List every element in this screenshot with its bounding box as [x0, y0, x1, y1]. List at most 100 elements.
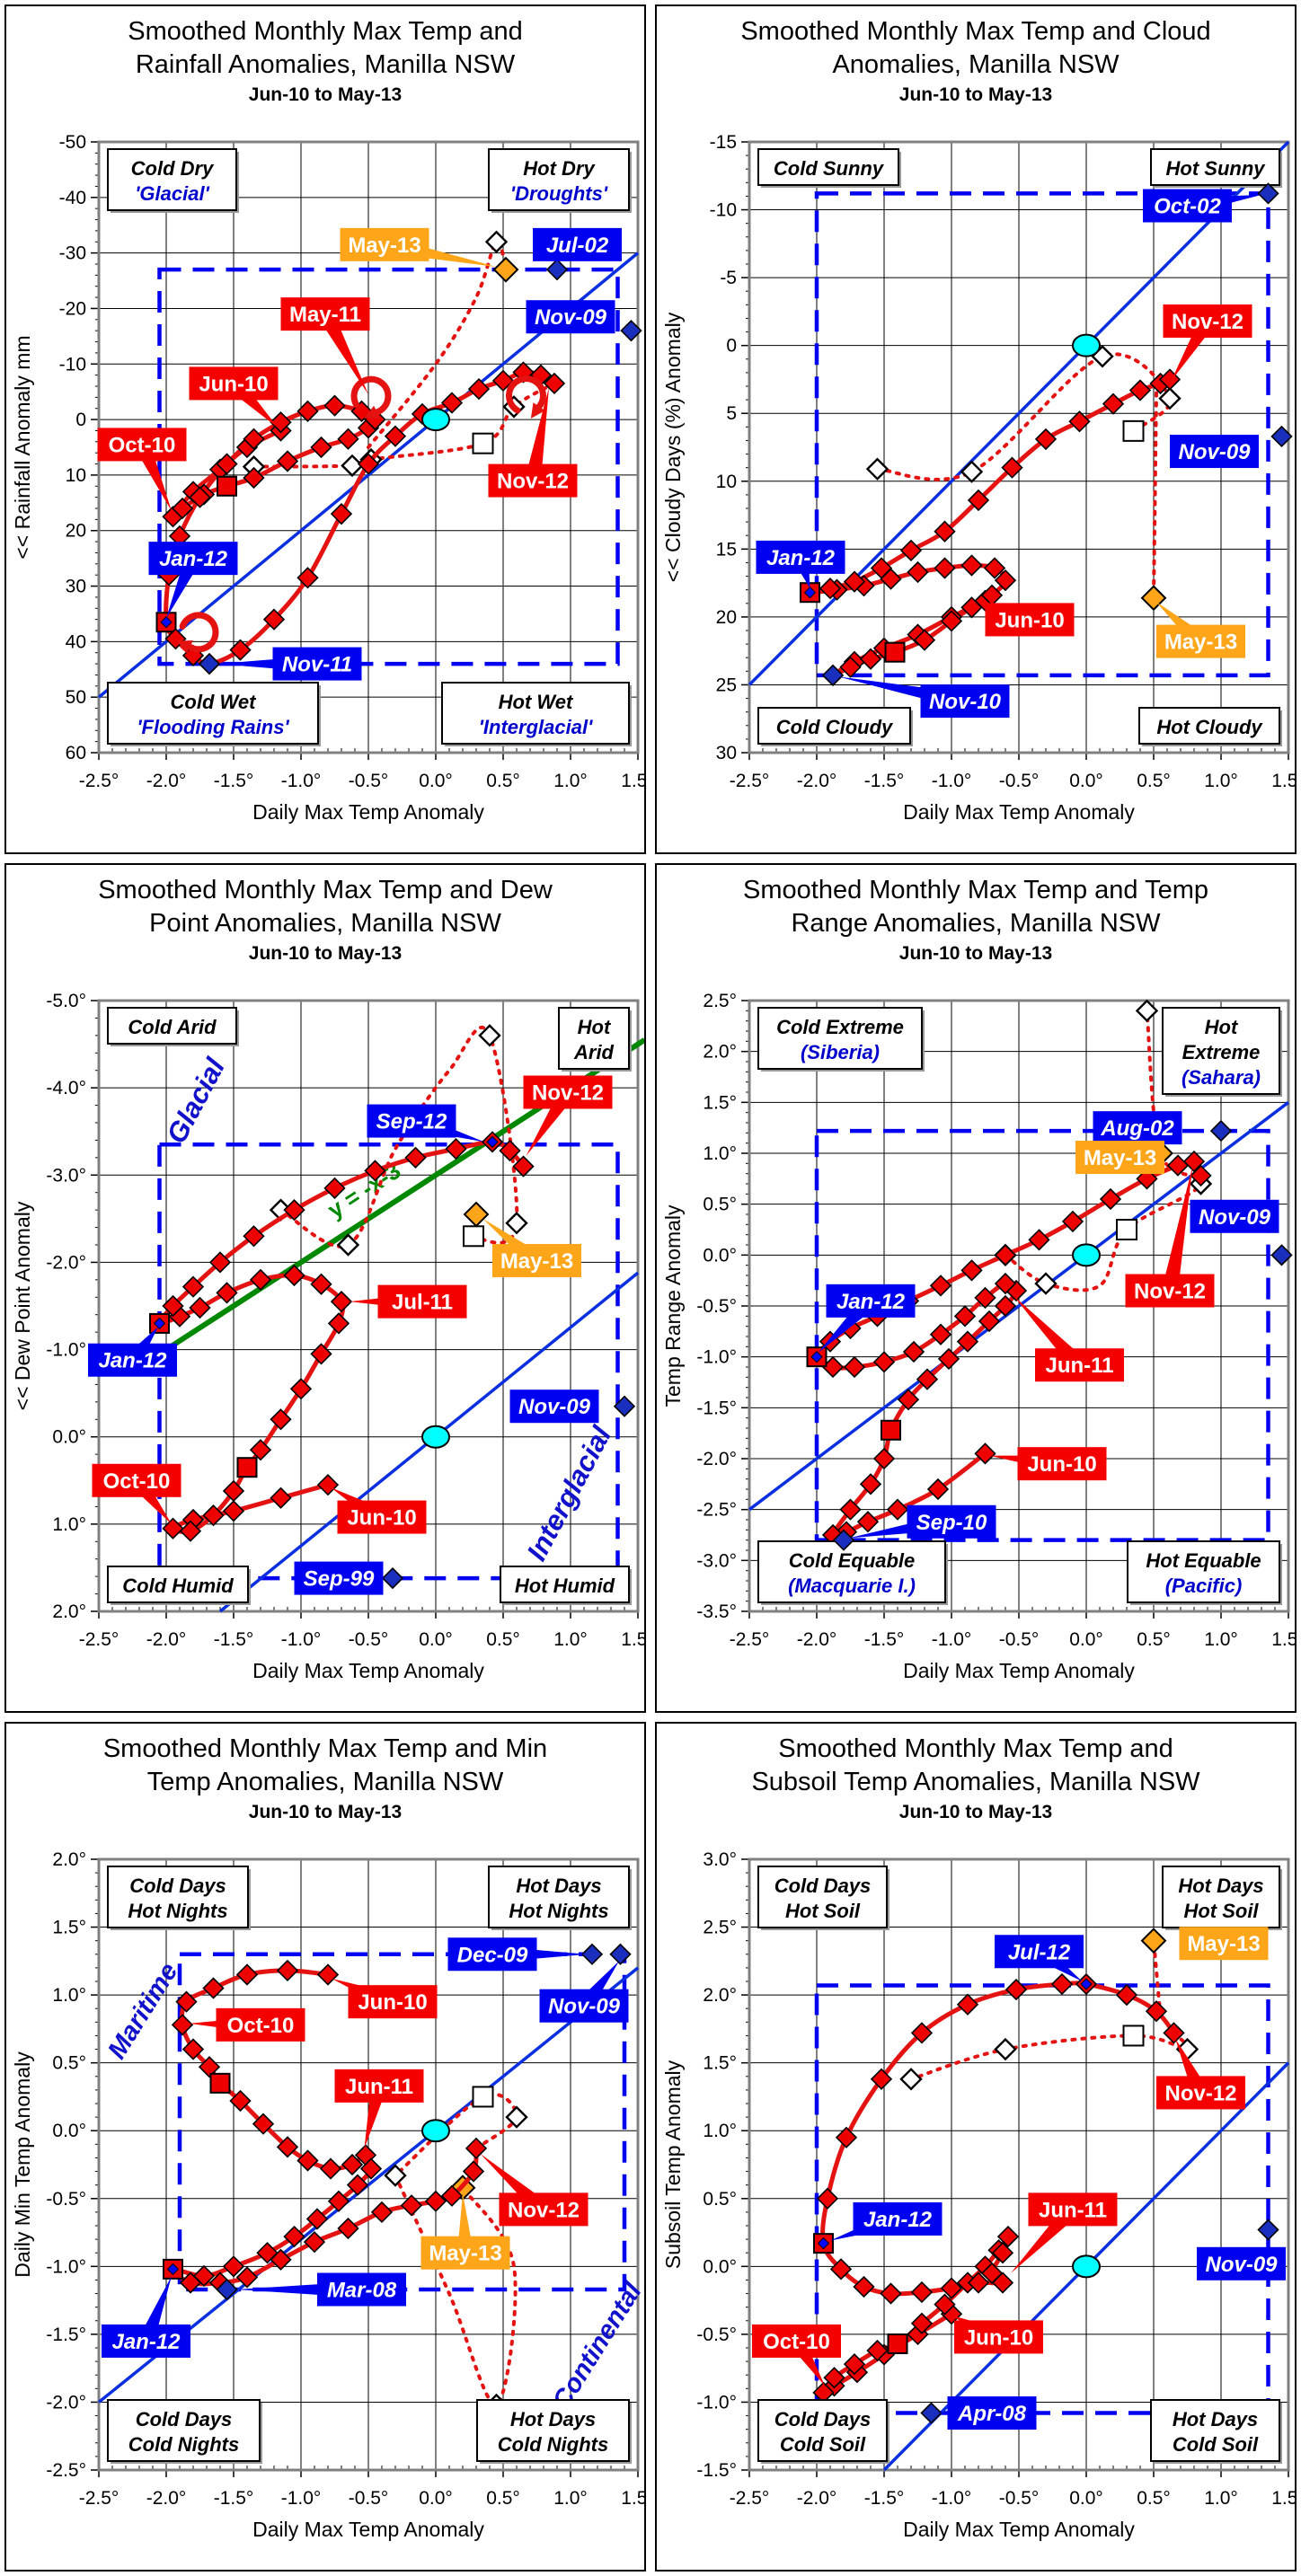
- january-square-marker: [217, 475, 237, 497]
- highlight-inner-diamond: [153, 1317, 166, 1330]
- callout-text: Jan-12: [159, 547, 228, 571]
- highlight-inner-diamond: [160, 616, 173, 629]
- month-diamond-marker: [283, 1264, 305, 1287]
- x-tick-label: -2.0°: [797, 1629, 837, 1650]
- axis-labels: -2.5° -2.0° -1.5° -1.0° -0.5° 0.0° 0.5° 1.0° 1.5…: [11, 133, 646, 824]
- y-tick-label: 2.0°: [703, 1985, 737, 2006]
- open-square-marker: [1122, 419, 1145, 442]
- panel-subtitle: Jun-10 to May-13: [898, 1802, 1053, 1823]
- open-diamond-marker: [505, 1212, 528, 1235]
- callout-nov-09: Nov-09: [509, 1389, 599, 1424]
- month-diamond-marker: [319, 2157, 342, 2180]
- month-diamond-marker: [465, 2137, 488, 2159]
- x-tick-label: -2.0°: [146, 771, 187, 791]
- record-navy-diamond: [545, 259, 569, 281]
- y-tick-label: 2.0°: [52, 1601, 86, 1622]
- record-navy-diamond: [1257, 2219, 1279, 2241]
- month-diamond-marker: [866, 2339, 889, 2362]
- callout-text: Jul-11: [392, 1291, 453, 1315]
- record-navy-diamond: [620, 320, 642, 342]
- panel-subtitle: Jun-10 to May-13: [898, 84, 1053, 106]
- callout-nov-12: Nov-12: [1163, 304, 1252, 381]
- highlight-inner-diamond: [1080, 1978, 1093, 1990]
- quadrant-labels: Cold Dry'Glacial' Hot Dry'Droughts' Cold W…: [107, 148, 632, 746]
- y-tick-label: 30: [66, 577, 86, 597]
- y-tick-label: 0.5°: [703, 2189, 737, 2210]
- record-month-points: [920, 2219, 1279, 2424]
- month-diamond-marker: [816, 2187, 839, 2210]
- quadrant-label-text: Cold Soil: [780, 2433, 866, 2456]
- callout-text: Nov-12: [497, 470, 569, 494]
- month-diamond-marker: [303, 2231, 326, 2254]
- quadrant-label-text: Hot Soil: [1183, 1900, 1259, 1922]
- y-tick-label: -1.5°: [46, 2325, 86, 2345]
- callout-nov-12: Nov-12: [1156, 2038, 1245, 2110]
- month-diamond-marker: [208, 1251, 232, 1274]
- quadrant-label-text: Cold Nights: [498, 2433, 608, 2456]
- origin-marker: [421, 2119, 450, 2143]
- month-diamond-marker: [1005, 1978, 1028, 2001]
- x-tick-label: 0.0°: [1069, 1629, 1103, 1650]
- x-tick-label: 1.5°: [1271, 771, 1297, 791]
- month-diamond-marker: [171, 497, 194, 520]
- month-diamond-marker: [872, 1447, 896, 1470]
- open-diamond-marker: [994, 2037, 1017, 2061]
- month-diamond-marker: [270, 2248, 292, 2271]
- quadrant-label-text: Cold Soil: [1173, 2433, 1259, 2456]
- record-navy-diamond: [1257, 182, 1279, 205]
- x-axis-title: Daily Max Temp Anomaly: [252, 2518, 484, 2541]
- month-diamond-marker: [341, 2153, 364, 2176]
- main-trajectory: [163, 1959, 488, 2294]
- callout-text: May-13: [429, 2242, 501, 2266]
- callout-jan-12: Jan-12: [830, 2201, 943, 2241]
- callout-may-13: May-13: [340, 227, 497, 268]
- panel-title-line2: Point Anomalies, Manilla NSW: [149, 909, 501, 939]
- callout-may-11: May-11: [280, 297, 370, 395]
- callout-sep-10: Sep-10: [849, 1504, 996, 1539]
- quadrant-label-text: Hot Nights: [128, 1900, 227, 1922]
- x-tick-label: -2.5°: [730, 1629, 770, 1650]
- month-diamond-marker: [162, 1517, 184, 1539]
- month-diamond-marker: [956, 1993, 979, 2016]
- month-diamond-marker: [499, 1139, 521, 1162]
- month-diamond-marker: [870, 557, 893, 579]
- month-diamond-marker: [222, 1479, 245, 1503]
- callout-text: Oct-10: [103, 1469, 171, 1494]
- callout-text: Nov-09: [518, 1395, 591, 1419]
- x-tick-label: -2.0°: [797, 771, 837, 791]
- callout-jun-10: Jun-10: [985, 602, 1075, 637]
- quadrant-label-text: Hot Sunny: [1166, 157, 1267, 180]
- panel-title-line1: Smoothed Monthly Max Temp and Min: [102, 1734, 548, 1763]
- y-tick-label: -30: [59, 243, 86, 264]
- y-tick-label: 0: [75, 410, 86, 430]
- quadrant-label-text: (Macquarie I.): [788, 1575, 916, 1597]
- x-tick-label: 0.0°: [419, 2488, 453, 2509]
- x-tick-label: -1.5°: [214, 2488, 254, 2509]
- quadrant-label-text: Cold Days: [136, 2408, 233, 2430]
- x-tick-label: -1.5°: [864, 2488, 905, 2509]
- month-diamond-marker: [934, 557, 956, 579]
- quadrant-label-text: Hot Equable: [1146, 1549, 1261, 1572]
- x-tick-label: -1.0°: [932, 1629, 972, 1650]
- callout-jun-11: Jun-11: [1011, 2192, 1118, 2273]
- rotation-arrow: [505, 375, 547, 414]
- quadrant-label-text: Hot Days: [510, 2408, 596, 2430]
- month-diamond-marker: [404, 1146, 427, 1169]
- month-diamond-marker: [440, 392, 464, 414]
- month-diamond-marker: [843, 2353, 866, 2376]
- january-square-marker: [236, 1457, 258, 1478]
- x-tick-label: -2.5°: [730, 771, 770, 791]
- quadrant-label-text: Hot Cloudy: [1156, 716, 1263, 738]
- open-diamond-marker: [384, 2164, 407, 2187]
- quadrant-label-text: 'Flooding Rains': [137, 716, 289, 738]
- month-diamond-marker: [991, 2272, 1014, 2294]
- recent-months-dotted-track: [899, 1928, 1199, 2091]
- x-tick-label: 1.5°: [621, 771, 646, 791]
- month-diamond-marker: [1050, 1972, 1074, 1996]
- open-diamond-marker: [899, 2068, 923, 2091]
- x-tick-label: -2.0°: [146, 2488, 187, 2509]
- x-tick-label: -2.5°: [79, 1629, 119, 1650]
- month-diamond-marker: [346, 2174, 369, 2196]
- x-tick-label: -1.0°: [281, 1629, 322, 1650]
